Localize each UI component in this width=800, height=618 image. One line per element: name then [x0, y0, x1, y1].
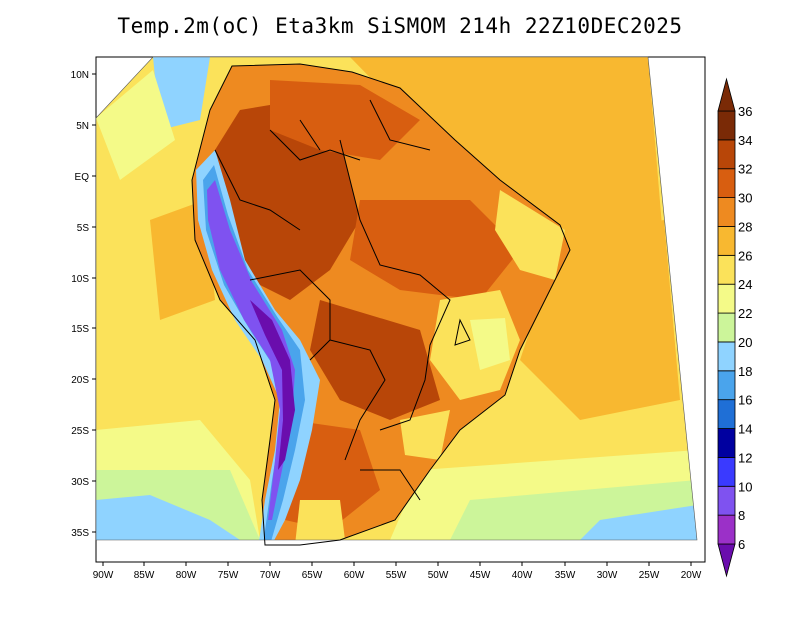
lat-label: 25S — [71, 426, 89, 437]
colorbar-label: 30 — [738, 191, 752, 206]
lat-label: 5S — [77, 223, 90, 234]
colorbar-segment — [717, 168, 736, 199]
lat-label: 10S — [71, 274, 89, 285]
colorbar-segment — [717, 399, 736, 429]
colorbar-label: 32 — [738, 162, 752, 177]
colorbar-segment — [717, 110, 736, 141]
colorbar-label: 14 — [738, 422, 752, 437]
lon-label: 90W — [93, 570, 114, 581]
colorbar-label: 28 — [738, 219, 752, 234]
colorbar-label: 12 — [738, 450, 752, 465]
colorbar-segment — [717, 139, 736, 170]
colorbar-label: 22 — [738, 306, 752, 321]
lat-label: EQ — [75, 172, 90, 183]
lat-label: 10N — [71, 70, 89, 81]
colorbar: 6 8 10 12 14 16 18 20 22 24 26 28 30 32 34 36 — [717, 77, 752, 578]
lon-label: 20W — [681, 570, 702, 581]
colorbar-label: 34 — [738, 133, 752, 148]
colorbar-segment — [717, 456, 736, 487]
lon-label: 50W — [428, 570, 449, 581]
colorbar-segment — [717, 254, 736, 285]
colorbar-label: 18 — [738, 364, 752, 379]
colorbar-segment — [717, 341, 736, 372]
colorbar-label: 6 — [738, 537, 745, 552]
colorbar-label: 20 — [738, 335, 752, 350]
lon-label: 30W — [597, 570, 618, 581]
lon-label: 70W — [260, 570, 281, 581]
colorbar-label: 26 — [738, 248, 752, 263]
lon-label: 35W — [555, 570, 576, 581]
y-axis: 10N 5N EQ 5S 10S 15S 20S 25S 30S 35S — [71, 70, 96, 539]
colorbar-label: 16 — [738, 393, 752, 408]
colorbar-label: 8 — [738, 508, 745, 523]
lon-label: 25W — [639, 570, 660, 581]
colorbar-segment — [717, 197, 736, 227]
colorbar-segment — [717, 370, 736, 401]
colorbar-segment — [717, 312, 736, 343]
colorbar-segment — [717, 428, 736, 458]
colorbar-label: 24 — [738, 277, 752, 292]
lon-label: 60W — [344, 570, 365, 581]
colorbar-label: 36 — [738, 104, 752, 119]
colorbar-segment — [717, 514, 736, 545]
lon-label: 85W — [134, 570, 155, 581]
lon-label: 75W — [218, 570, 239, 581]
colorbar-segment — [717, 77, 736, 112]
country-borders — [191, 63, 571, 546]
lat-label: 5N — [76, 121, 89, 132]
map-title: Temp.2m(oC) Eta3km SiSMOM 214h 22Z10DEC2… — [117, 14, 683, 38]
lon-label: 45W — [470, 570, 491, 581]
temperature-field — [96, 57, 697, 540]
colorbar-label: 10 — [738, 479, 752, 494]
lon-label: 80W — [176, 570, 197, 581]
colorbar-segment — [717, 485, 736, 516]
lon-label: 40W — [512, 570, 533, 581]
lat-label: 35S — [71, 528, 89, 539]
lat-label: 30S — [71, 477, 89, 488]
colorbar-segment — [717, 543, 736, 578]
lat-label: 15S — [71, 324, 89, 335]
lon-label: 65W — [302, 570, 323, 581]
lat-label: 20S — [71, 375, 89, 386]
lon-label: 55W — [386, 570, 407, 581]
colorbar-segment — [717, 226, 736, 256]
colorbar-segment — [717, 283, 736, 314]
x-axis: 90W 85W 80W 75W 70W 65W 60W 55W 50W 45W … — [93, 562, 702, 581]
